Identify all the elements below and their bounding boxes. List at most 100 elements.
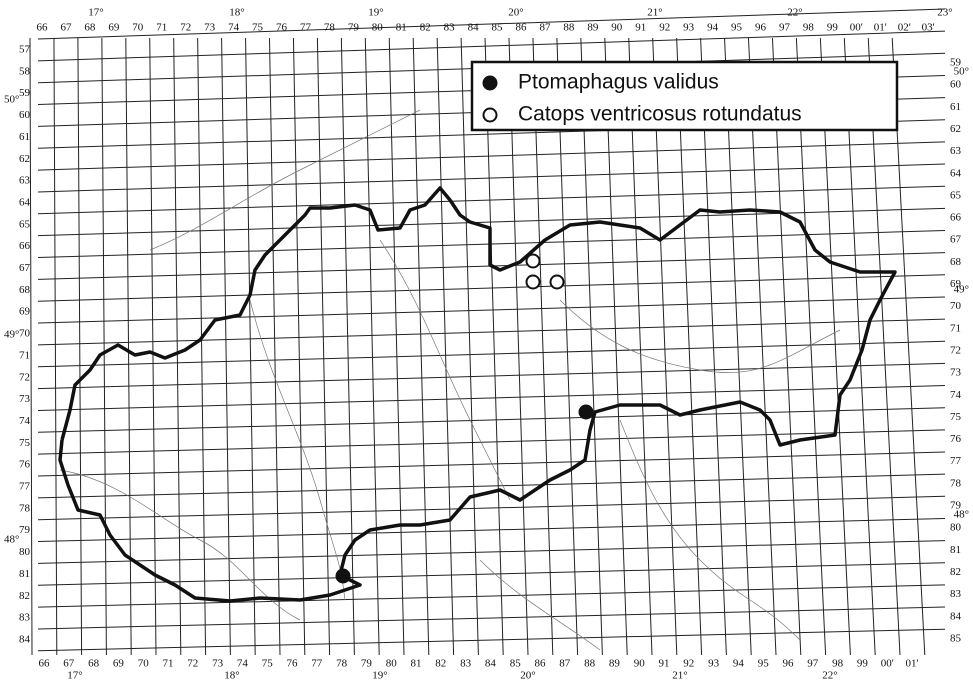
bottom-label: 88 [584, 658, 596, 670]
bottom-degree: 18° [224, 670, 239, 682]
grid-line [771, 37, 802, 656]
grid-line [37, 274, 946, 302]
bottom-degree: 22° [822, 670, 837, 682]
grid-line [795, 37, 827, 656]
grid-line [843, 37, 876, 656]
top-label: 89 [587, 22, 599, 34]
top-degree: 18° [229, 7, 244, 19]
bottom-label: 91 [659, 658, 670, 670]
river [59, 469, 301, 621]
right-label: 61 [950, 101, 961, 113]
right-label: 70 [950, 300, 962, 312]
bottom-label: 68 [88, 658, 100, 670]
bottom-label: 84 [485, 658, 497, 670]
left-label: 68 [19, 284, 31, 296]
bottom-label: 86 [535, 658, 547, 670]
grid-line [652, 37, 678, 656]
top-label: 95 [731, 22, 743, 34]
bottom-label: 66 [39, 658, 51, 670]
left-label: 59 [19, 87, 31, 99]
river [249, 299, 346, 601]
bottom-label: 75 [262, 658, 274, 670]
bottom-label: 98 [832, 658, 844, 670]
top-label: 96 [755, 22, 767, 34]
legend: Ptomaphagus validus Catops ventricosus r… [470, 60, 899, 132]
top-label: 80 [372, 22, 384, 34]
grid-line [37, 207, 946, 237]
grid-line [37, 473, 946, 499]
left-label: 74 [19, 415, 31, 427]
left-label: 58 [19, 65, 31, 77]
river [379, 239, 511, 501]
bottom-label: 71 [163, 658, 174, 670]
left-label: 72 [19, 371, 30, 383]
bottom-label: 93 [708, 658, 720, 670]
top-label: 98 [803, 22, 815, 34]
grid-line [101, 37, 107, 656]
grid-line [245, 37, 256, 656]
grid-line [173, 37, 182, 656]
right-label: 62 [950, 123, 961, 135]
right-label: 80 [950, 522, 962, 534]
top-label: 69 [108, 22, 120, 34]
grid [29, 8, 946, 656]
left-latitude: 48° [4, 534, 19, 546]
grid-line [556, 37, 579, 656]
right-label: 83 [950, 588, 962, 600]
grid-line [700, 37, 727, 656]
legend-marker [482, 107, 498, 123]
right-label: 66 [950, 212, 962, 224]
bottom-label: 81 [411, 658, 422, 670]
grid-line [412, 37, 430, 656]
top-label: 94 [707, 22, 719, 34]
right-label: 75 [950, 411, 962, 423]
grid-line [364, 37, 380, 656]
left-label: 63 [19, 175, 31, 187]
bottom-label: 70 [138, 658, 150, 670]
left-label: 70 [19, 328, 31, 340]
top-label: 85 [492, 22, 504, 34]
record-filled [578, 404, 594, 420]
left-latitude: 50° [4, 94, 19, 106]
grid-line [37, 385, 946, 411]
bottom-label: 76 [287, 658, 299, 670]
top-label: 73 [204, 22, 216, 34]
labels: 66 67 68 69 70 71 72 73 74 75 76 77 78 79 80 81 82 83 84 85… [4, 7, 969, 682]
grid-line [436, 37, 455, 656]
grid-line [53, 37, 58, 656]
bottom-label: 94 [733, 658, 745, 670]
right-label: 82 [950, 566, 961, 578]
bottom-label: 77 [311, 658, 323, 670]
left-label: 67 [19, 262, 31, 274]
top-label: 70 [132, 22, 144, 34]
grid-line [221, 37, 231, 656]
river [479, 559, 601, 651]
top-label: 75 [252, 22, 264, 34]
top-label: 82 [420, 22, 431, 34]
top-degree: 21° [647, 7, 662, 19]
left-label: 77 [19, 481, 31, 493]
record-filled [335, 568, 351, 584]
top-label: 03' [922, 22, 935, 34]
right-label: 72 [950, 344, 961, 356]
top-label: 00' [850, 22, 863, 34]
grid-line [37, 584, 946, 608]
grid-line [37, 296, 946, 324]
top-label: 90 [611, 22, 623, 34]
grid-line [37, 318, 946, 346]
top-label: 99 [827, 22, 839, 34]
left-label: 61 [19, 131, 30, 143]
bottom-label: 78 [336, 658, 348, 670]
top-label: 68 [84, 22, 96, 34]
grid-line [37, 606, 946, 630]
grid-line [29, 37, 33, 656]
top-label: 67 [60, 22, 72, 34]
left-label: 62 [19, 153, 30, 165]
top-label: 02' [898, 22, 911, 34]
rivers [59, 109, 841, 651]
river [559, 299, 841, 373]
top-degree: 19° [368, 7, 383, 19]
grid-line [77, 37, 83, 656]
bottom-degree: 17° [67, 670, 82, 682]
